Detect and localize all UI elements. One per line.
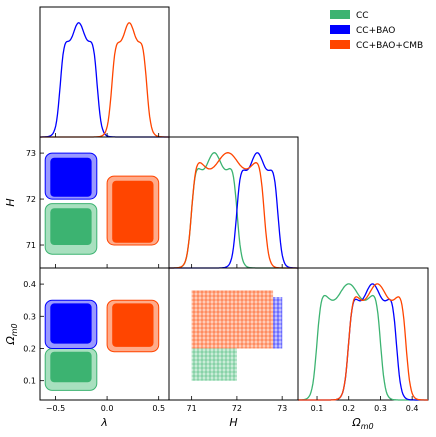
contour-inner-lambda_Om-cc-bao-cmb (112, 303, 154, 347)
marginal-curve-H-cc-bao (169, 152, 298, 269)
x-tick-label-Om: 0.1 (311, 404, 324, 413)
x-axis-label-Om: Ωm0 (351, 416, 373, 431)
y-tick-label-H: 71 (26, 241, 36, 250)
contour-panel-H_Om (168, 267, 299, 401)
x-axis-label-H: H (229, 416, 237, 429)
contour-inner-lambda_H-cc (50, 208, 92, 245)
x-tick-label-lambda: 0.0 (101, 404, 114, 413)
x-axis-label-lambda: λ (100, 416, 108, 429)
x-tick-label-H: 73 (277, 404, 287, 413)
contour-H_Om-cc (191, 348, 237, 381)
x-tick-label-Om: 0.4 (406, 404, 419, 413)
y-tick-label-Om: 0.4 (23, 280, 36, 289)
y-tick-label-Om: 0.2 (23, 344, 36, 353)
marginal-curve-Om-cc (298, 283, 428, 401)
x-tick-label-lambda: −0.5 (46, 404, 65, 413)
contour-inner-lambda_Om-cc-bao (50, 303, 92, 344)
x-tick-label-H: 71 (187, 404, 197, 413)
legend-swatch-cc (330, 10, 350, 19)
legend-swatch-cc-bao (330, 25, 350, 34)
x-tick-label-Om: 0.3 (374, 404, 387, 413)
legend-label-cc-bao: CC+BAO (356, 26, 395, 36)
x-tick-label-Om: 0.2 (342, 404, 355, 413)
legend: CC CC+BAO CC+BAO+CMB (330, 10, 423, 51)
contour-inner-lambda_Om-cc (50, 351, 92, 383)
y-tick-label-H: 72 (26, 195, 36, 204)
x-tick-label-lambda: 0.5 (152, 404, 165, 413)
marginal-curve-lambda-cc-bao-cmb (40, 22, 169, 138)
contour-H_Om-cc-bao-cmb (191, 290, 274, 349)
legend-label-cc: CC (356, 11, 369, 21)
y-tick-label-H: 73 (26, 149, 36, 158)
x-tick-label-H: 72 (232, 404, 242, 413)
y-axis-label-H: H (4, 198, 17, 206)
contour-inner-lambda_H-cc-bao (50, 157, 92, 197)
y-tick-label-Om: 0.1 (23, 377, 36, 386)
marginal-curve-Om-cc-bao-cmb (298, 283, 428, 401)
legend-swatch-cc-bao-cmb (330, 40, 350, 49)
legend-label-cc-bao-cmb: CC+BAO+CMB (356, 41, 423, 51)
y-tick-label-Om: 0.3 (23, 312, 36, 321)
contour-inner-lambda_H-cc-bao-cmb (112, 180, 154, 243)
y-axis-label-Om: Ωm0 (4, 323, 19, 345)
